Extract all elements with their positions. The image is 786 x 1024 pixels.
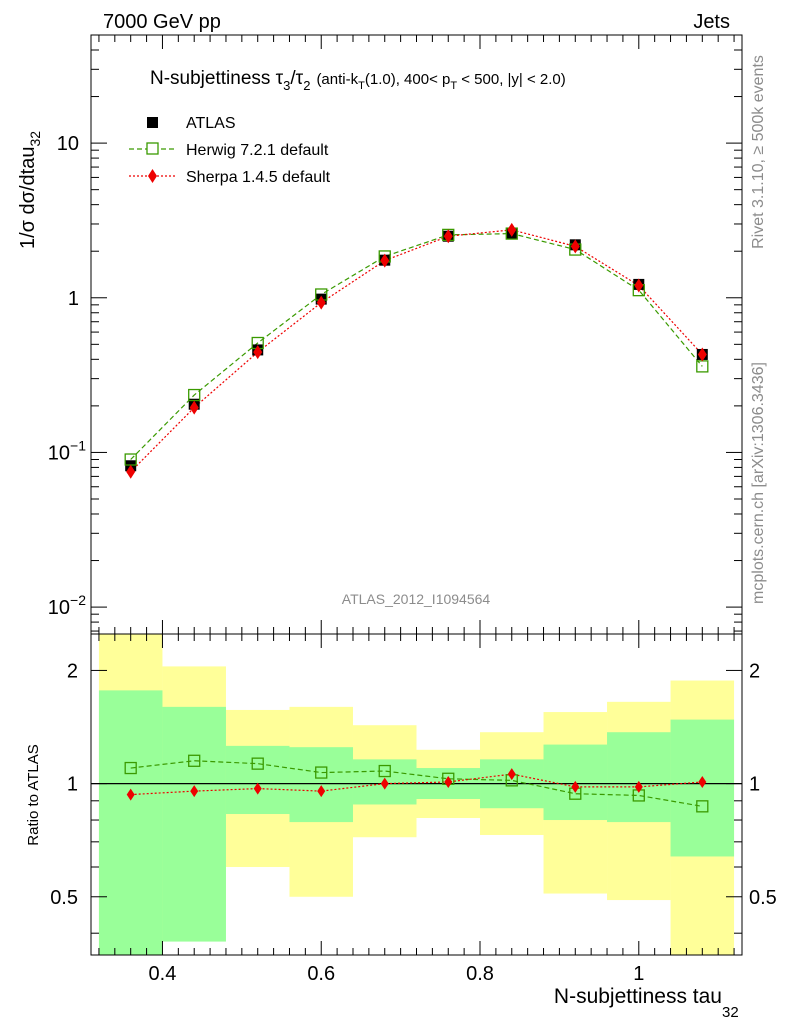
ratio-y-tick-label-right: 0.5 (749, 887, 777, 909)
band-green-bin (225, 745, 290, 815)
header-right: Jets (693, 11, 730, 33)
sherpa-point (634, 278, 644, 293)
main-y-tick-label: 10−2 (48, 592, 86, 619)
legend-label-herwig: Herwig 7.2.1 default (186, 142, 329, 159)
sherpa-point (126, 464, 136, 479)
legend-label-atlas: ATLAS (186, 115, 236, 132)
ratio-sherpa-point (126, 788, 135, 801)
axes: 0.4 0.6 0.8 1 10 1 10−1 10−2 2 2 1 1 0.5 0.5 (48, 34, 777, 985)
ratio-sherpa-point (634, 780, 643, 793)
sherpa-point (570, 239, 580, 254)
sherpa-point (316, 295, 326, 310)
band-green-bin (162, 706, 226, 942)
legend-marker-herwig (146, 142, 159, 155)
header-left: 7000 GeV pp (103, 11, 221, 33)
mcplots-label: mcplots.cern.ch [arXiv:1306.3436] (750, 362, 767, 604)
main-y-tick-label: 1 (68, 288, 79, 310)
ratio-herwig-point (251, 757, 264, 770)
legend-marker-atlas (147, 117, 158, 128)
sherpa-point (697, 347, 707, 362)
sherpa-point (380, 253, 390, 268)
main-y-tick-label: 10−1 (48, 437, 86, 464)
band-green-bin (98, 690, 163, 955)
ratio-sherpa-point (698, 775, 707, 788)
analysis-label: ATLAS_2012_I1094564 (342, 591, 491, 607)
sherpa-line (130, 229, 703, 473)
herwig-point (188, 388, 201, 402)
ratio-sherpa-point (507, 768, 516, 781)
ratio-sherpa-point (380, 777, 389, 790)
ratio-sherpa-point (444, 775, 453, 788)
legend: ATLAS Herwig 7.2.1 default Sherpa 1.4.5 … (129, 115, 331, 186)
xlabel: N-subjettiness tau (554, 985, 722, 1008)
main-ylabel: 1/σ dσ/dtau32 (17, 131, 43, 249)
ratio-herwig-point (378, 764, 391, 778)
band-green-bin (607, 732, 671, 823)
ratio-y-tick-label-right: 1 (749, 774, 760, 796)
ratio-ylabel: Ratio to ATLAS (25, 744, 42, 845)
plot-title: N-subjettiness τ3/τ2 (anti-kT(1.0), 400< … (150, 68, 566, 93)
ratio-series (124, 754, 709, 813)
legend-marker-sherpa (148, 169, 157, 183)
x-tick-label: 0.8 (466, 963, 494, 985)
rivet-label: Rivet 3.1.10, ≥ 500k events (750, 55, 767, 249)
ratio-sherpa-point (253, 782, 262, 795)
x-tick-label: 0.4 (149, 963, 177, 985)
sherpa-point (507, 222, 517, 237)
ratio-sherpa-point (317, 785, 326, 798)
ratio-y-tick-label-left: 1 (67, 774, 78, 796)
ratio-sherpa-point (571, 780, 580, 793)
ratio-y-tick-label-right: 2 (749, 660, 760, 682)
ratio-herwig-point (315, 766, 328, 779)
x-tick-label: 1 (633, 963, 644, 985)
herwig-line (130, 232, 703, 460)
ratio-sherpa-point (190, 785, 199, 798)
ratio-herwig-point (188, 754, 201, 767)
sherpa-point (253, 345, 263, 360)
ratio-bands (91, 634, 742, 955)
sherpa-point (443, 229, 453, 244)
band-green-bin (289, 747, 353, 823)
ratio-y-tick-label-left: 2 (67, 660, 78, 682)
legend-label-sherpa: Sherpa 1.4.5 default (186, 169, 331, 186)
ratio-herwig-point (696, 800, 709, 813)
main-series (124, 222, 709, 479)
ratio-herwig-point (124, 761, 137, 775)
sherpa-point (189, 400, 199, 415)
x-tick-label: 0.6 (307, 963, 335, 985)
band-green-bin (670, 719, 735, 857)
main-y-tick-label: 10 (57, 133, 79, 155)
ratio-y-tick-label-left: 0.5 (50, 887, 78, 909)
xlabel-sub: 32 (722, 1004, 739, 1021)
